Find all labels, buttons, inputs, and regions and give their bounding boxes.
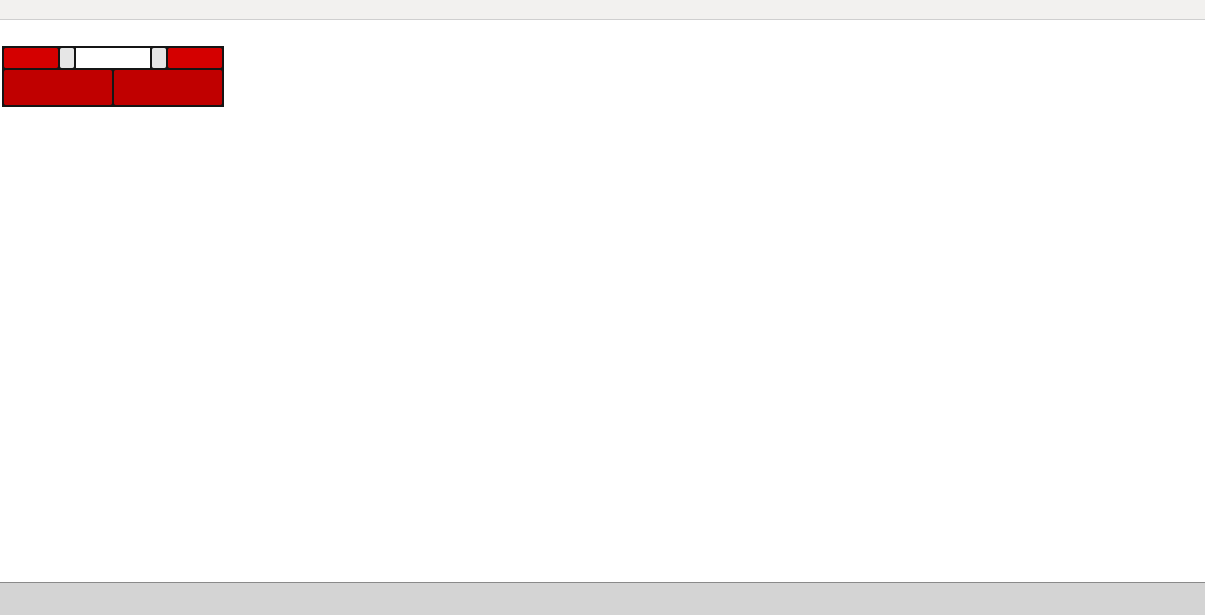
buy-price-display[interactable] bbox=[114, 70, 222, 105]
volume-increase-button[interactable] bbox=[152, 48, 166, 68]
sell-button[interactable] bbox=[4, 48, 58, 68]
buy-button[interactable] bbox=[168, 48, 222, 68]
sell-price-display[interactable] bbox=[4, 70, 112, 105]
timeframe-toolbar bbox=[0, 0, 1205, 20]
volume-input[interactable] bbox=[76, 48, 150, 68]
one-click-trading-panel bbox=[2, 46, 224, 107]
volume-decrease-button[interactable] bbox=[60, 48, 74, 68]
chart-tabs-bar bbox=[0, 582, 1205, 615]
